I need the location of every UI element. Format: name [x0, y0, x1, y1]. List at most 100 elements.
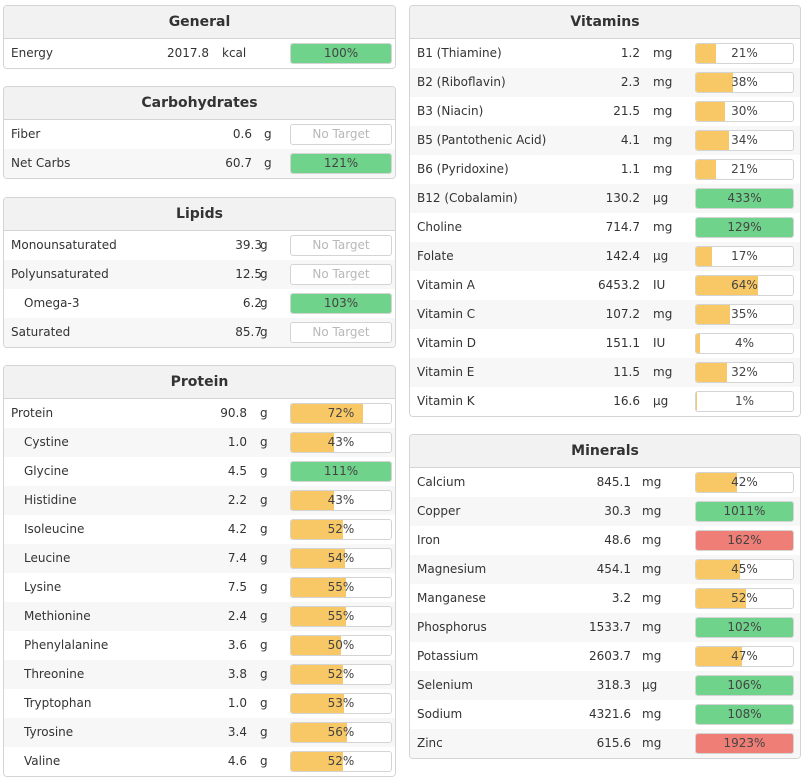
- target-percent-label: 106%: [727, 678, 762, 692]
- nutrient-unit: g: [260, 522, 268, 536]
- nutrient-row-isoleucine[interactable]: Isoleucine 4.2 g 52%: [4, 515, 395, 544]
- target-progress-bar: 55%: [290, 606, 392, 627]
- target-percent-label: 38%: [731, 75, 758, 89]
- target-progress-bar: 162%: [695, 530, 794, 551]
- nutrient-row-saturated[interactable]: Saturated 85.7 g No Target: [4, 318, 395, 347]
- nutrient-row-threonine[interactable]: Threonine 3.8 g 52%: [4, 660, 395, 689]
- nutrient-row-glycine[interactable]: Glycine 4.5 g 111%: [4, 457, 395, 486]
- nutrient-amount: 7.4: [227, 551, 247, 565]
- nutrient-row-vitamin-d[interactable]: Vitamin D 151.1 IU 4%: [410, 329, 800, 358]
- nutrient-unit: mg: [653, 365, 673, 379]
- nutrient-row-vitamin-k[interactable]: Vitamin K 16.6 µg 1%: [410, 387, 800, 416]
- nutrient-row-choline[interactable]: Choline 714.7 mg 129%: [410, 213, 800, 242]
- nutrient-row-selenium[interactable]: Selenium 318.3 µg 106%: [410, 671, 800, 700]
- nutrient-row-b12-cobalamin[interactable]: B12 (Cobalamin) 130.2 µg 433%: [410, 184, 800, 213]
- nutrient-name: Fiber: [11, 127, 41, 141]
- nutrient-row-iron[interactable]: Iron 48.6 mg 162%: [410, 526, 800, 555]
- nutrient-row-valine[interactable]: Valine 4.6 g 52%: [4, 747, 395, 776]
- lipids-panel-title: Lipids: [4, 198, 395, 231]
- nutrient-name: Threonine: [24, 667, 85, 681]
- target-progress-fill: [696, 276, 759, 295]
- nutrient-row-folate[interactable]: Folate 142.4 µg 17%: [410, 242, 800, 271]
- target-progress-fill: [696, 531, 793, 550]
- nutrient-name: Phosphorus: [417, 620, 487, 634]
- nutrient-row-leucine[interactable]: Leucine 7.4 g 54%: [4, 544, 395, 573]
- general-panel: General Energy 2017.8 kcal 100%: [3, 5, 396, 69]
- carbohydrates-panel: Carbohydrates Fiber 0.6 g No Target Net Carbs…: [3, 86, 396, 179]
- target-progress-bar: 52%: [290, 519, 392, 540]
- protein-list: Protein 90.8 g 72% Cystine 1.0 g 43% Glycine 4.5 g…: [4, 399, 395, 776]
- nutrient-row-phosphorus[interactable]: Phosphorus 1533.7 mg 102%: [410, 613, 800, 642]
- target-progress-bar: 1011%: [695, 501, 794, 522]
- protein-panel-title: Protein: [4, 366, 395, 399]
- nutrient-row-protein[interactable]: Protein 90.8 g 72%: [4, 399, 395, 428]
- target-percent-label: 50%: [327, 638, 355, 652]
- nutrient-unit: µg: [642, 678, 658, 692]
- nutrient-amount: 0.6: [232, 127, 252, 141]
- nutrient-row-potassium[interactable]: Potassium 2603.7 mg 47%: [410, 642, 800, 671]
- nutrient-unit: mg: [653, 75, 673, 89]
- nutrient-row-b5-pantothenic-acid[interactable]: B5 (Pantothenic Acid) 4.1 mg 34%: [410, 126, 800, 155]
- nutrient-row-histidine[interactable]: Histidine 2.2 g 43%: [4, 486, 395, 515]
- nutrient-row-energy[interactable]: Energy 2017.8 kcal 100%: [4, 39, 395, 68]
- nutrient-name: Lysine: [24, 580, 62, 594]
- nutrient-row-lysine[interactable]: Lysine 7.5 g 55%: [4, 573, 395, 602]
- nutrient-row-phenylalanine[interactable]: Phenylalanine 3.6 g 50%: [4, 631, 395, 660]
- nutrient-row-b3-niacin[interactable]: B3 (Niacin) 21.5 mg 30%: [410, 97, 800, 126]
- target-progress-bar: No Target: [290, 264, 392, 285]
- nutrient-row-omega-3[interactable]: Omega-3 6.2 g 103%: [4, 289, 395, 318]
- target-percent-label: 4%: [734, 336, 755, 350]
- target-progress-bar: 32%: [695, 362, 794, 383]
- nutrient-name: Saturated: [11, 325, 71, 339]
- nutrient-row-b6-pyridoxine[interactable]: B6 (Pyridoxine) 1.1 mg 21%: [410, 155, 800, 184]
- nutrient-name: Tryptophan: [24, 696, 92, 710]
- target-percent-label: 72%: [327, 406, 355, 420]
- vitamins-panel-title: Vitamins: [410, 6, 800, 39]
- nutrient-row-magnesium[interactable]: Magnesium 454.1 mg 45%: [410, 555, 800, 584]
- nutrient-amount: 3.4: [227, 725, 247, 739]
- nutrient-row-vitamin-a[interactable]: Vitamin A 6453.2 IU 64%: [410, 271, 800, 300]
- nutrient-row-tryptophan[interactable]: Tryptophan 1.0 g 53%: [4, 689, 395, 718]
- nutrient-unit: g: [260, 435, 268, 449]
- nutrient-amount: 2.2: [227, 493, 247, 507]
- target-progress-fill: [696, 618, 793, 637]
- nutrient-row-calcium[interactable]: Calcium 845.1 mg 42%: [410, 468, 800, 497]
- nutrient-unit: g: [264, 156, 272, 170]
- nutrient-amount: 615.6: [596, 736, 631, 750]
- nutrient-name: Zinc: [417, 736, 443, 750]
- nutrient-row-copper[interactable]: Copper 30.3 mg 1011%: [410, 497, 800, 526]
- nutrient-row-manganese[interactable]: Manganese 3.2 mg 52%: [410, 584, 800, 613]
- nutrient-amount: 1.0: [227, 435, 247, 449]
- nutrient-amount: 1.0: [227, 696, 247, 710]
- target-percent-label: 52%: [327, 754, 355, 768]
- target-progress-bar: 55%: [290, 577, 392, 598]
- target-percent-label: 64%: [731, 278, 758, 292]
- nutrient-row-monounsaturated[interactable]: Monounsaturated 39.3 g No Target: [4, 231, 395, 260]
- target-progress-bar: 4%: [695, 333, 794, 354]
- nutrient-row-methionine[interactable]: Methionine 2.4 g 55%: [4, 602, 395, 631]
- nutrient-name: Protein: [11, 406, 54, 420]
- nutrient-row-zinc[interactable]: Zinc 615.6 mg 1923%: [410, 729, 800, 758]
- target-progress-fill: [696, 676, 793, 695]
- nutrient-row-b1-thiamine[interactable]: B1 (Thiamine) 1.2 mg 21%: [410, 39, 800, 68]
- nutrient-row-net-carbs[interactable]: Net Carbs 60.7 g 121%: [4, 149, 395, 178]
- nutrient-row-vitamin-e[interactable]: Vitamin E 11.5 mg 32%: [410, 358, 800, 387]
- target-progress-bar: 64%: [695, 275, 794, 296]
- nutrient-row-b2-riboflavin[interactable]: B2 (Riboflavin) 2.3 mg 38%: [410, 68, 800, 97]
- nutrient-unit: IU: [653, 278, 666, 292]
- target-percent-label: 43%: [327, 493, 355, 507]
- nutrient-name: Copper: [417, 504, 461, 518]
- nutrient-row-cystine[interactable]: Cystine 1.0 g 43%: [4, 428, 395, 457]
- target-progress-fill: [291, 723, 347, 742]
- target-progress-bar: 52%: [695, 588, 794, 609]
- target-progress-bar: 129%: [695, 217, 794, 238]
- nutrient-amount: 1.2: [620, 46, 640, 60]
- nutrient-row-fiber[interactable]: Fiber 0.6 g No Target: [4, 120, 395, 149]
- nutrient-row-sodium[interactable]: Sodium 4321.6 mg 108%: [410, 700, 800, 729]
- nutrient-unit: g: [260, 238, 268, 252]
- nutrient-amount: 4.5: [227, 464, 247, 478]
- nutrient-row-vitamin-c[interactable]: Vitamin C 107.2 mg 35%: [410, 300, 800, 329]
- nutrient-row-tyrosine[interactable]: Tyrosine 3.4 g 56%: [4, 718, 395, 747]
- target-progress-fill: [291, 694, 344, 713]
- nutrient-row-polyunsaturated[interactable]: Polyunsaturated 12.5 g No Target: [4, 260, 395, 289]
